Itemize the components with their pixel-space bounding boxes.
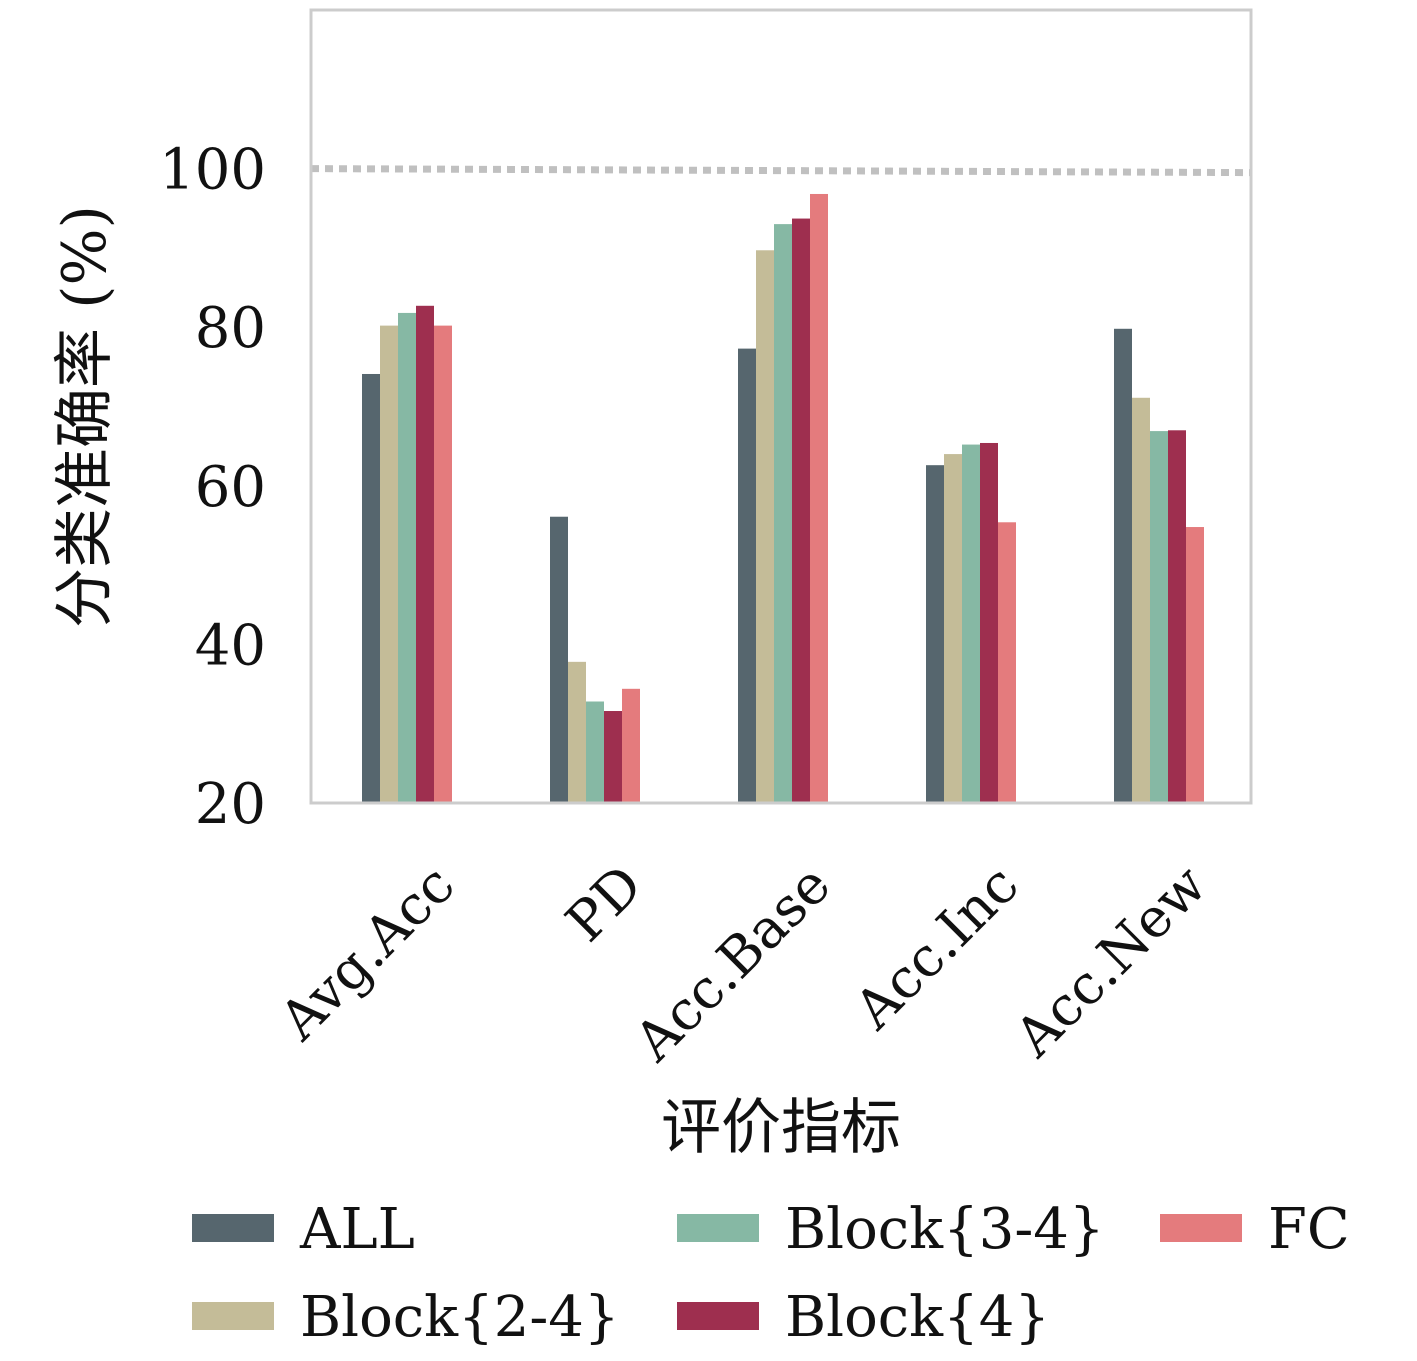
y-tick-label: 100 xyxy=(159,138,266,203)
legend-swatch xyxy=(192,1302,274,1330)
bar xyxy=(586,701,604,803)
legend-swatch xyxy=(192,1214,274,1242)
bar xyxy=(1114,328,1132,803)
bar xyxy=(738,348,756,803)
bar xyxy=(362,373,380,803)
x-axis-label: 评价指标 xyxy=(661,1093,901,1163)
y-tick-label: 20 xyxy=(195,772,266,837)
bar xyxy=(980,442,998,803)
legend-label: Block{2-4} xyxy=(300,1285,620,1350)
x-tick-label: Avg.Acc xyxy=(267,853,467,1053)
x-tick-label: Acc.New xyxy=(1002,853,1218,1069)
x-tick-label: PD xyxy=(554,853,655,954)
legend-swatch xyxy=(1160,1214,1242,1242)
legend: ALL Block{2-4} Block{3-4} Block{4} FC xyxy=(192,1197,1350,1350)
bar xyxy=(1186,527,1204,803)
bar xyxy=(944,454,962,803)
legend-item: FC xyxy=(1160,1197,1350,1262)
legend-label: ALL xyxy=(299,1197,415,1262)
x-tick-label: Acc.Inc xyxy=(842,853,1031,1042)
bar xyxy=(622,688,640,803)
legend-item: ALL xyxy=(192,1197,415,1262)
bar xyxy=(416,305,434,803)
y-axis-label: 分类准确率 (%) xyxy=(50,205,120,628)
legend-item: Block{3-4} xyxy=(677,1197,1105,1262)
bar xyxy=(756,250,774,804)
bar xyxy=(774,224,792,804)
bar xyxy=(1168,430,1186,803)
legend-label: FC xyxy=(1268,1197,1350,1262)
bar xyxy=(810,193,828,803)
bar xyxy=(792,218,810,803)
bar xyxy=(398,312,416,803)
bar xyxy=(550,516,568,803)
bars-group xyxy=(362,193,1204,804)
legend-label: Block{3-4} xyxy=(785,1197,1105,1262)
bar xyxy=(926,465,944,803)
legend-swatch xyxy=(677,1302,759,1330)
bar xyxy=(962,444,980,803)
bar xyxy=(434,325,452,803)
x-tick-label: Acc.Base xyxy=(622,853,843,1074)
legend-label: Block{4} xyxy=(785,1285,1050,1350)
legend-item: Block{4} xyxy=(677,1285,1050,1350)
y-tick-labels: 20 40 60 80 100 xyxy=(159,138,266,837)
bar xyxy=(380,325,398,803)
legend-swatch xyxy=(677,1214,759,1242)
reference-line-100 xyxy=(310,165,1252,177)
y-tick-label: 40 xyxy=(195,613,266,678)
y-tick-label: 60 xyxy=(195,455,266,520)
bar xyxy=(604,711,622,803)
bar xyxy=(568,661,586,803)
bar xyxy=(998,522,1016,803)
plot-frame xyxy=(309,8,1253,805)
bar xyxy=(1150,431,1168,803)
bar xyxy=(1132,397,1150,803)
y-tick-label: 80 xyxy=(195,296,266,361)
legend-item: Block{2-4} xyxy=(192,1285,620,1350)
